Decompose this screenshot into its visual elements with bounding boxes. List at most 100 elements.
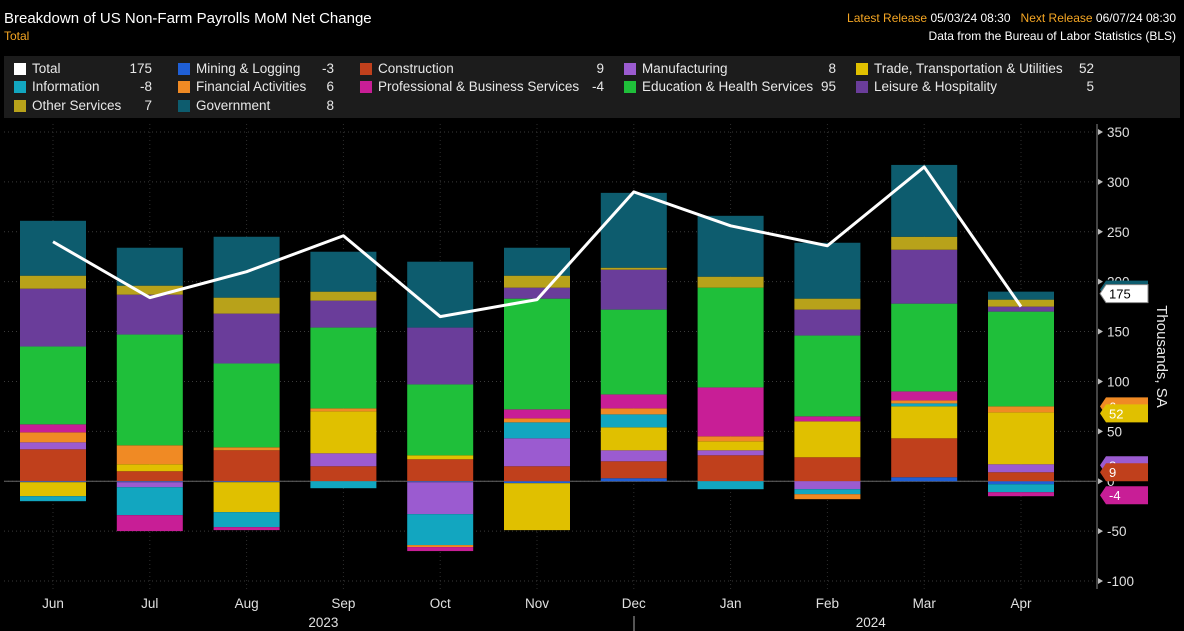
y-tick-label: 0 bbox=[1107, 474, 1115, 489]
bar-segment bbox=[504, 438, 570, 467]
legend-label: Manufacturing bbox=[642, 61, 728, 76]
next-release-value: 06/07/24 08:30 bbox=[1095, 11, 1176, 25]
bar-segment bbox=[891, 249, 958, 304]
bar-segment bbox=[697, 436, 764, 442]
latest-release-value: 05/03/24 08:30 bbox=[930, 11, 1011, 25]
x-tick-label: Oct bbox=[430, 596, 451, 611]
year-label: 2024 bbox=[856, 615, 887, 630]
y-tick-label: -50 bbox=[1107, 524, 1127, 539]
y-tick-mark bbox=[1098, 178, 1103, 185]
x-tick-label: Sep bbox=[331, 596, 355, 611]
legend-swatch bbox=[178, 63, 190, 75]
bar-segment bbox=[407, 514, 474, 546]
y-tick-mark bbox=[1098, 278, 1103, 285]
legend-swatch bbox=[14, 100, 26, 112]
bar-segment bbox=[697, 287, 764, 388]
bar-segment bbox=[213, 363, 280, 448]
bar-segment bbox=[407, 481, 474, 483]
bar-segment bbox=[116, 334, 183, 446]
bar-segment bbox=[600, 267, 667, 270]
bar-segment bbox=[116, 471, 183, 482]
bar-segment bbox=[310, 466, 377, 482]
bar-segment bbox=[794, 494, 861, 500]
release-info: Latest Release 05/03/24 08:30 Next Relea… bbox=[847, 11, 1176, 25]
legend-label: Mining & Logging bbox=[196, 61, 301, 76]
legend-value: -8 bbox=[139, 79, 152, 94]
bar-segment bbox=[697, 455, 764, 482]
x-tick-label: Feb bbox=[816, 596, 839, 611]
bar-segment bbox=[600, 461, 667, 479]
bar-segment bbox=[116, 487, 183, 516]
bar-segment bbox=[20, 275, 86, 289]
value-tag bbox=[1100, 463, 1148, 482]
legend-value: 6 bbox=[326, 79, 334, 94]
legend-label: Government bbox=[196, 98, 271, 113]
y-tick-label: 250 bbox=[1107, 225, 1130, 240]
legend-swatch bbox=[14, 63, 26, 75]
bar-segment bbox=[407, 545, 474, 548]
legend-swatch bbox=[14, 81, 26, 93]
x-tick-label: Jul bbox=[141, 596, 158, 611]
bar-segment bbox=[504, 422, 570, 439]
legend-swatch bbox=[178, 81, 190, 93]
y-tick-label: 150 bbox=[1107, 325, 1130, 340]
bar-segment bbox=[310, 453, 377, 467]
bar-segment bbox=[891, 236, 958, 250]
bar-segment bbox=[504, 418, 570, 423]
bar-segment bbox=[988, 484, 1054, 493]
latest-release-label: Latest Release bbox=[847, 11, 928, 25]
bar-segment bbox=[20, 442, 86, 450]
bar-segment bbox=[600, 478, 667, 482]
bar-segment bbox=[116, 445, 183, 465]
bar-segment bbox=[213, 481, 280, 483]
bar-segment bbox=[988, 299, 1054, 307]
bar-segment bbox=[20, 449, 86, 482]
value-tag bbox=[1100, 486, 1148, 505]
bar-segment bbox=[407, 482, 474, 515]
legend-value: 8 bbox=[326, 98, 334, 113]
y-tick-mark bbox=[1098, 578, 1103, 584]
legend-label: Information bbox=[32, 79, 100, 94]
bar-segment bbox=[600, 414, 667, 428]
value-tag bbox=[1100, 404, 1148, 423]
legend-label: Total bbox=[32, 61, 61, 76]
bar-segment bbox=[988, 464, 1054, 473]
bar-segment bbox=[988, 291, 1054, 300]
bar-segment bbox=[407, 459, 474, 482]
legend-value: 8 bbox=[828, 61, 836, 76]
bar-segment bbox=[213, 236, 280, 298]
x-tick-label: Mar bbox=[913, 596, 937, 611]
legend-label: Professional & Business Services bbox=[378, 79, 580, 94]
bar-segment bbox=[600, 309, 667, 395]
y-tick-label: 300 bbox=[1107, 175, 1130, 190]
bar-segment bbox=[20, 432, 86, 443]
bar-segment bbox=[504, 287, 570, 299]
total-line bbox=[52, 165, 1023, 319]
bar-segment bbox=[213, 297, 280, 314]
legend-swatch bbox=[624, 81, 636, 93]
bar-segment bbox=[697, 441, 764, 451]
bar-segment bbox=[794, 457, 861, 482]
bar-segment bbox=[20, 481, 86, 483]
bar-segment bbox=[310, 408, 377, 412]
chart-title: Breakdown of US Non-Farm Payrolls MoM Ne… bbox=[4, 10, 372, 27]
bar-segment bbox=[213, 482, 280, 513]
bar-segment bbox=[213, 450, 280, 482]
bar-segment bbox=[988, 472, 1054, 482]
value-tag-label: 175 bbox=[1109, 287, 1131, 302]
bar-segment bbox=[794, 242, 861, 299]
bar-segment bbox=[891, 477, 958, 482]
bar-segment bbox=[988, 311, 1054, 407]
bar-segment bbox=[988, 306, 1054, 312]
bar-segment bbox=[504, 275, 570, 288]
bar-segment bbox=[20, 424, 86, 433]
bar-segment bbox=[407, 384, 474, 456]
bar-segment bbox=[116, 247, 183, 286]
bar-segment bbox=[697, 450, 764, 456]
bar-segment bbox=[600, 269, 667, 310]
legend-swatch bbox=[178, 100, 190, 112]
legend-value: 95 bbox=[820, 79, 836, 94]
x-tick-label: Aug bbox=[235, 596, 259, 611]
bar-segment bbox=[504, 483, 570, 531]
bar-segment bbox=[891, 406, 958, 439]
